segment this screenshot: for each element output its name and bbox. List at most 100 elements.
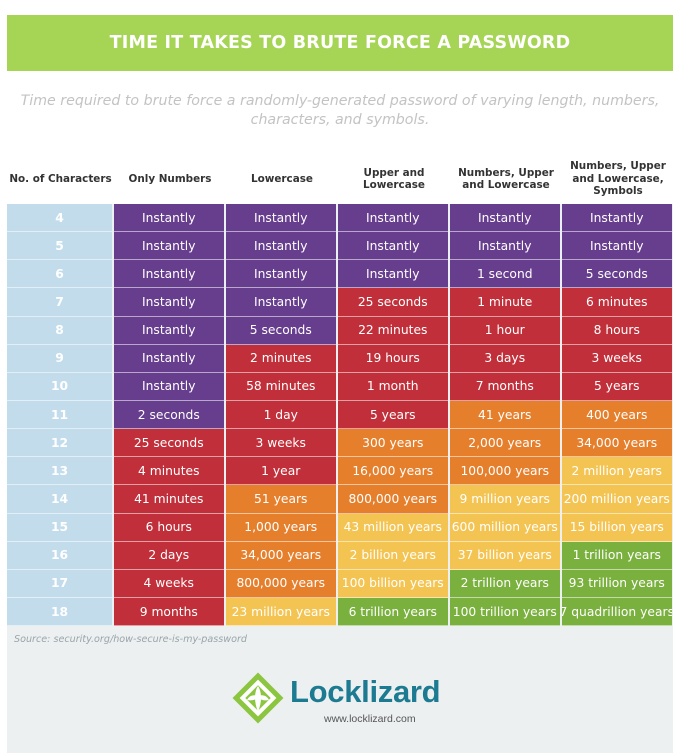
time-cell: 1 hour (449, 316, 560, 345)
time-cell: 25 seconds (113, 429, 224, 458)
time-cell: 2 minutes (225, 344, 336, 373)
page-subtitle: Time required to brute force a randomly-… (20, 93, 660, 128)
time-cell: 22 minutes (337, 316, 448, 345)
time-cell: 2 days (113, 541, 224, 570)
time-cell: 6 hours (113, 513, 224, 542)
column-header: Numbers, Upper and Lowercase (458, 166, 554, 192)
time-cell: 4 weeks (113, 569, 224, 598)
character-count-cell: 5 (7, 232, 112, 261)
time-cell: 5 years (337, 400, 448, 430)
time-cell: 600 million years (449, 513, 560, 542)
character-count-cell: 17 (7, 569, 112, 598)
table-row: 5 Instantly Instantly Instantly Instantly Ins… (7, 232, 675, 261)
time-cell: 400 years (561, 400, 672, 430)
time-cell: Instantly (337, 260, 448, 289)
table-row: 18 9 months 23 million years 6 trillion yea… (7, 597, 675, 627)
time-cell: 6 minutes (561, 288, 672, 317)
table-row: 17 4 weeks 800,000 years 100 billion years 2… (7, 569, 675, 598)
time-cell: Instantly (113, 316, 224, 345)
column-header: No. of Characters (9, 172, 112, 185)
title-banner: TIME IT TAKES TO BRUTE FORCE A PASSWORD (7, 15, 673, 71)
time-cell: Instantly (337, 204, 448, 233)
brute-force-table: 4 Instantly Instantly Instantly Instantly Ins… (7, 204, 675, 627)
time-cell: 5 seconds (225, 316, 336, 345)
time-cell: 800,000 years (225, 569, 336, 598)
time-cell: 1 month (337, 372, 448, 401)
table-row: 7 Instantly Instantly 25 seconds 1 minute 6 m… (7, 288, 675, 317)
column-header: Only Numbers (128, 172, 212, 185)
time-cell: 100 billion years (337, 569, 448, 598)
source-note: Source: security.org/how-secure-is-my-pa… (14, 634, 247, 645)
time-cell: 23 million years (225, 597, 336, 627)
time-cell: 34,000 years (561, 429, 672, 458)
time-cell: 6 trillion years (337, 597, 448, 627)
character-count-cell: 15 (7, 513, 112, 542)
character-count-cell: 4 (7, 204, 112, 233)
table-row: 10 Instantly 58 minutes 1 month 7 months 5 ye… (7, 372, 675, 401)
character-count-cell: 18 (7, 597, 112, 627)
brand-name: Locklizard (290, 674, 441, 709)
character-count-cell: 14 (7, 485, 112, 514)
character-count-cell: 8 (7, 316, 112, 345)
time-cell: Instantly (225, 204, 336, 233)
time-cell: 5 seconds (561, 260, 672, 289)
character-count-cell: 10 (7, 372, 112, 401)
time-cell: Instantly (225, 260, 336, 289)
time-cell: 100,000 years (449, 457, 560, 486)
time-cell: 15 billion years (561, 513, 672, 542)
time-cell: 1 second (449, 260, 560, 289)
table-row: 4 Instantly Instantly Instantly Instantly Ins… (7, 204, 675, 233)
time-cell: 1 day (225, 400, 336, 430)
table-row: 14 41 minutes 51 years 800,000 years 9 milli… (7, 485, 675, 514)
brand-logo[interactable]: Locklizard www.locklizard.com (228, 668, 468, 730)
time-cell: 2 billion years (337, 541, 448, 570)
time-cell: 1 minute (449, 288, 560, 317)
time-cell: 2 million years (561, 457, 672, 486)
time-cell: 25 seconds (337, 288, 448, 317)
brand-url[interactable]: www.locklizard.com (324, 713, 416, 725)
column-header: Upper and Lowercase (363, 166, 425, 192)
time-cell: Instantly (113, 204, 224, 233)
time-cell: Instantly (113, 232, 224, 261)
time-cell: 8 hours (561, 316, 672, 345)
time-cell: Instantly (225, 232, 336, 261)
table-row: 6 Instantly Instantly Instantly 1 second 5 se… (7, 260, 675, 289)
time-cell: 100 trillion years (449, 597, 560, 627)
time-cell: 2 trillion years (449, 569, 560, 598)
character-count-cell: 11 (7, 400, 112, 430)
time-cell: 2 seconds (113, 400, 224, 430)
character-count-cell: 7 (7, 288, 112, 317)
time-cell: 7 quadrillion years (561, 597, 672, 627)
time-cell: 41 years (449, 400, 560, 430)
character-count-cell: 9 (7, 344, 112, 373)
character-count-cell: 13 (7, 457, 112, 486)
table-row: 8 Instantly 5 seconds 22 minutes 1 hour 8 hou… (7, 316, 675, 345)
table-row: 12 25 seconds 3 weeks 300 years 2,000 years 3… (7, 429, 675, 458)
time-cell: Instantly (113, 288, 224, 317)
column-header: Lowercase (251, 172, 313, 185)
column-header: Numbers, Upper and Lowercase, Symbols (570, 160, 666, 198)
time-cell: Instantly (337, 232, 448, 261)
time-cell: 93 trillion years (561, 569, 672, 598)
time-cell: 34,000 years (225, 541, 336, 570)
time-cell: 43 million years (337, 513, 448, 542)
time-cell: 1 year (225, 457, 336, 486)
time-cell: Instantly (113, 372, 224, 401)
character-count-cell: 12 (7, 429, 112, 458)
table-row: 16 2 days 34,000 years 2 billion years 37 bi… (7, 541, 675, 570)
time-cell: 9 million years (449, 485, 560, 514)
table-row: 13 4 minutes 1 year 16,000 years 100,000 yea… (7, 457, 675, 486)
time-cell: 800,000 years (337, 485, 448, 514)
time-cell: 300 years (337, 429, 448, 458)
time-cell: 3 weeks (561, 344, 672, 373)
time-cell: 51 years (225, 485, 336, 514)
time-cell: Instantly (225, 288, 336, 317)
character-count-cell: 6 (7, 260, 112, 289)
time-cell: 3 days (449, 344, 560, 373)
time-cell: Instantly (561, 232, 672, 261)
time-cell: 7 months (449, 372, 560, 401)
table-row: 11 2 seconds 1 day 5 years 41 years 400 years (7, 400, 675, 430)
lizard-leaf-logo-icon (232, 672, 284, 724)
time-cell: 3 weeks (225, 429, 336, 458)
table-row: 9 Instantly 2 minutes 19 hours 3 days 3 weeks (7, 344, 675, 373)
